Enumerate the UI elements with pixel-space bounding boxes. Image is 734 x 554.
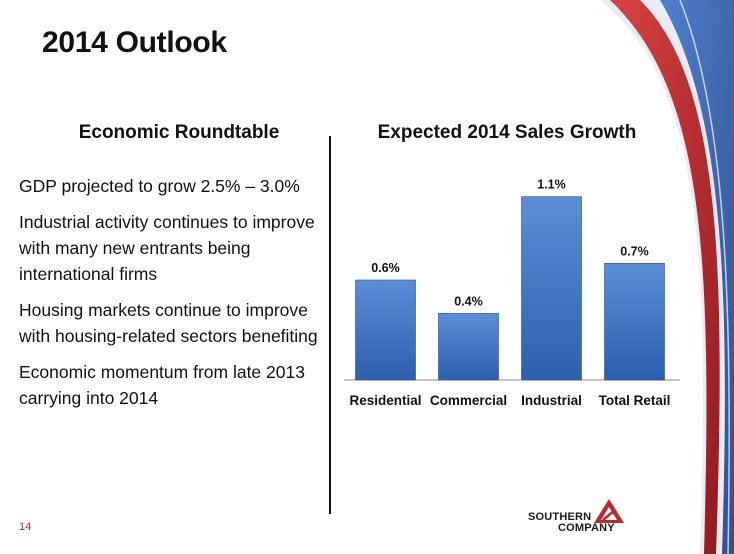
page-number: 14 bbox=[19, 521, 32, 533]
data-label-industrial: 1.1% bbox=[537, 178, 566, 192]
bar-residential bbox=[355, 279, 416, 381]
bullet-list: GDP projected to grow 2.5% – 3.0% Indust… bbox=[19, 173, 319, 421]
bullet-industrial: Industrial activity continues to improve… bbox=[19, 212, 315, 284]
category-label-commercial: Commercial bbox=[430, 393, 507, 408]
bullet-gdp: GDP projected to grow 2.5% – 3.0% bbox=[19, 176, 300, 196]
category-label-total-retail: Total Retail bbox=[599, 393, 671, 408]
logo-line1: SOUTHERN bbox=[528, 511, 592, 523]
chart-title: Expected 2014 Sales Growth bbox=[377, 122, 637, 143]
data-label-total-retail: 0.7% bbox=[620, 244, 649, 258]
data-label-residential: 0.6% bbox=[371, 261, 400, 275]
data-label-commercial: 0.4% bbox=[454, 294, 483, 308]
bar-total-retail bbox=[604, 263, 665, 381]
bullet-housing: Housing markets continue to improve with… bbox=[19, 300, 318, 346]
bar-industrial bbox=[521, 196, 582, 381]
economic-roundtable-heading: Economic Roundtable bbox=[78, 122, 280, 143]
bullet-momentum: Economic momentum from late 2013 carryin… bbox=[19, 362, 305, 408]
sales-growth-bar-chart: 0.6% Residential 0.4% Commercial 1.1% Industr… bbox=[344, 178, 680, 408]
vertical-divider bbox=[329, 136, 331, 514]
slide-title: 2014 Outlook bbox=[42, 26, 227, 59]
triangle-logo-icon bbox=[594, 499, 624, 523]
category-label-industrial: Industrial bbox=[521, 393, 582, 408]
category-label-residential: Residential bbox=[349, 393, 421, 408]
bar-commercial bbox=[438, 313, 499, 381]
logo-line2: COMPANY bbox=[558, 522, 615, 534]
southern-company-logo: SOUTHERN COMPANY bbox=[526, 498, 636, 534]
